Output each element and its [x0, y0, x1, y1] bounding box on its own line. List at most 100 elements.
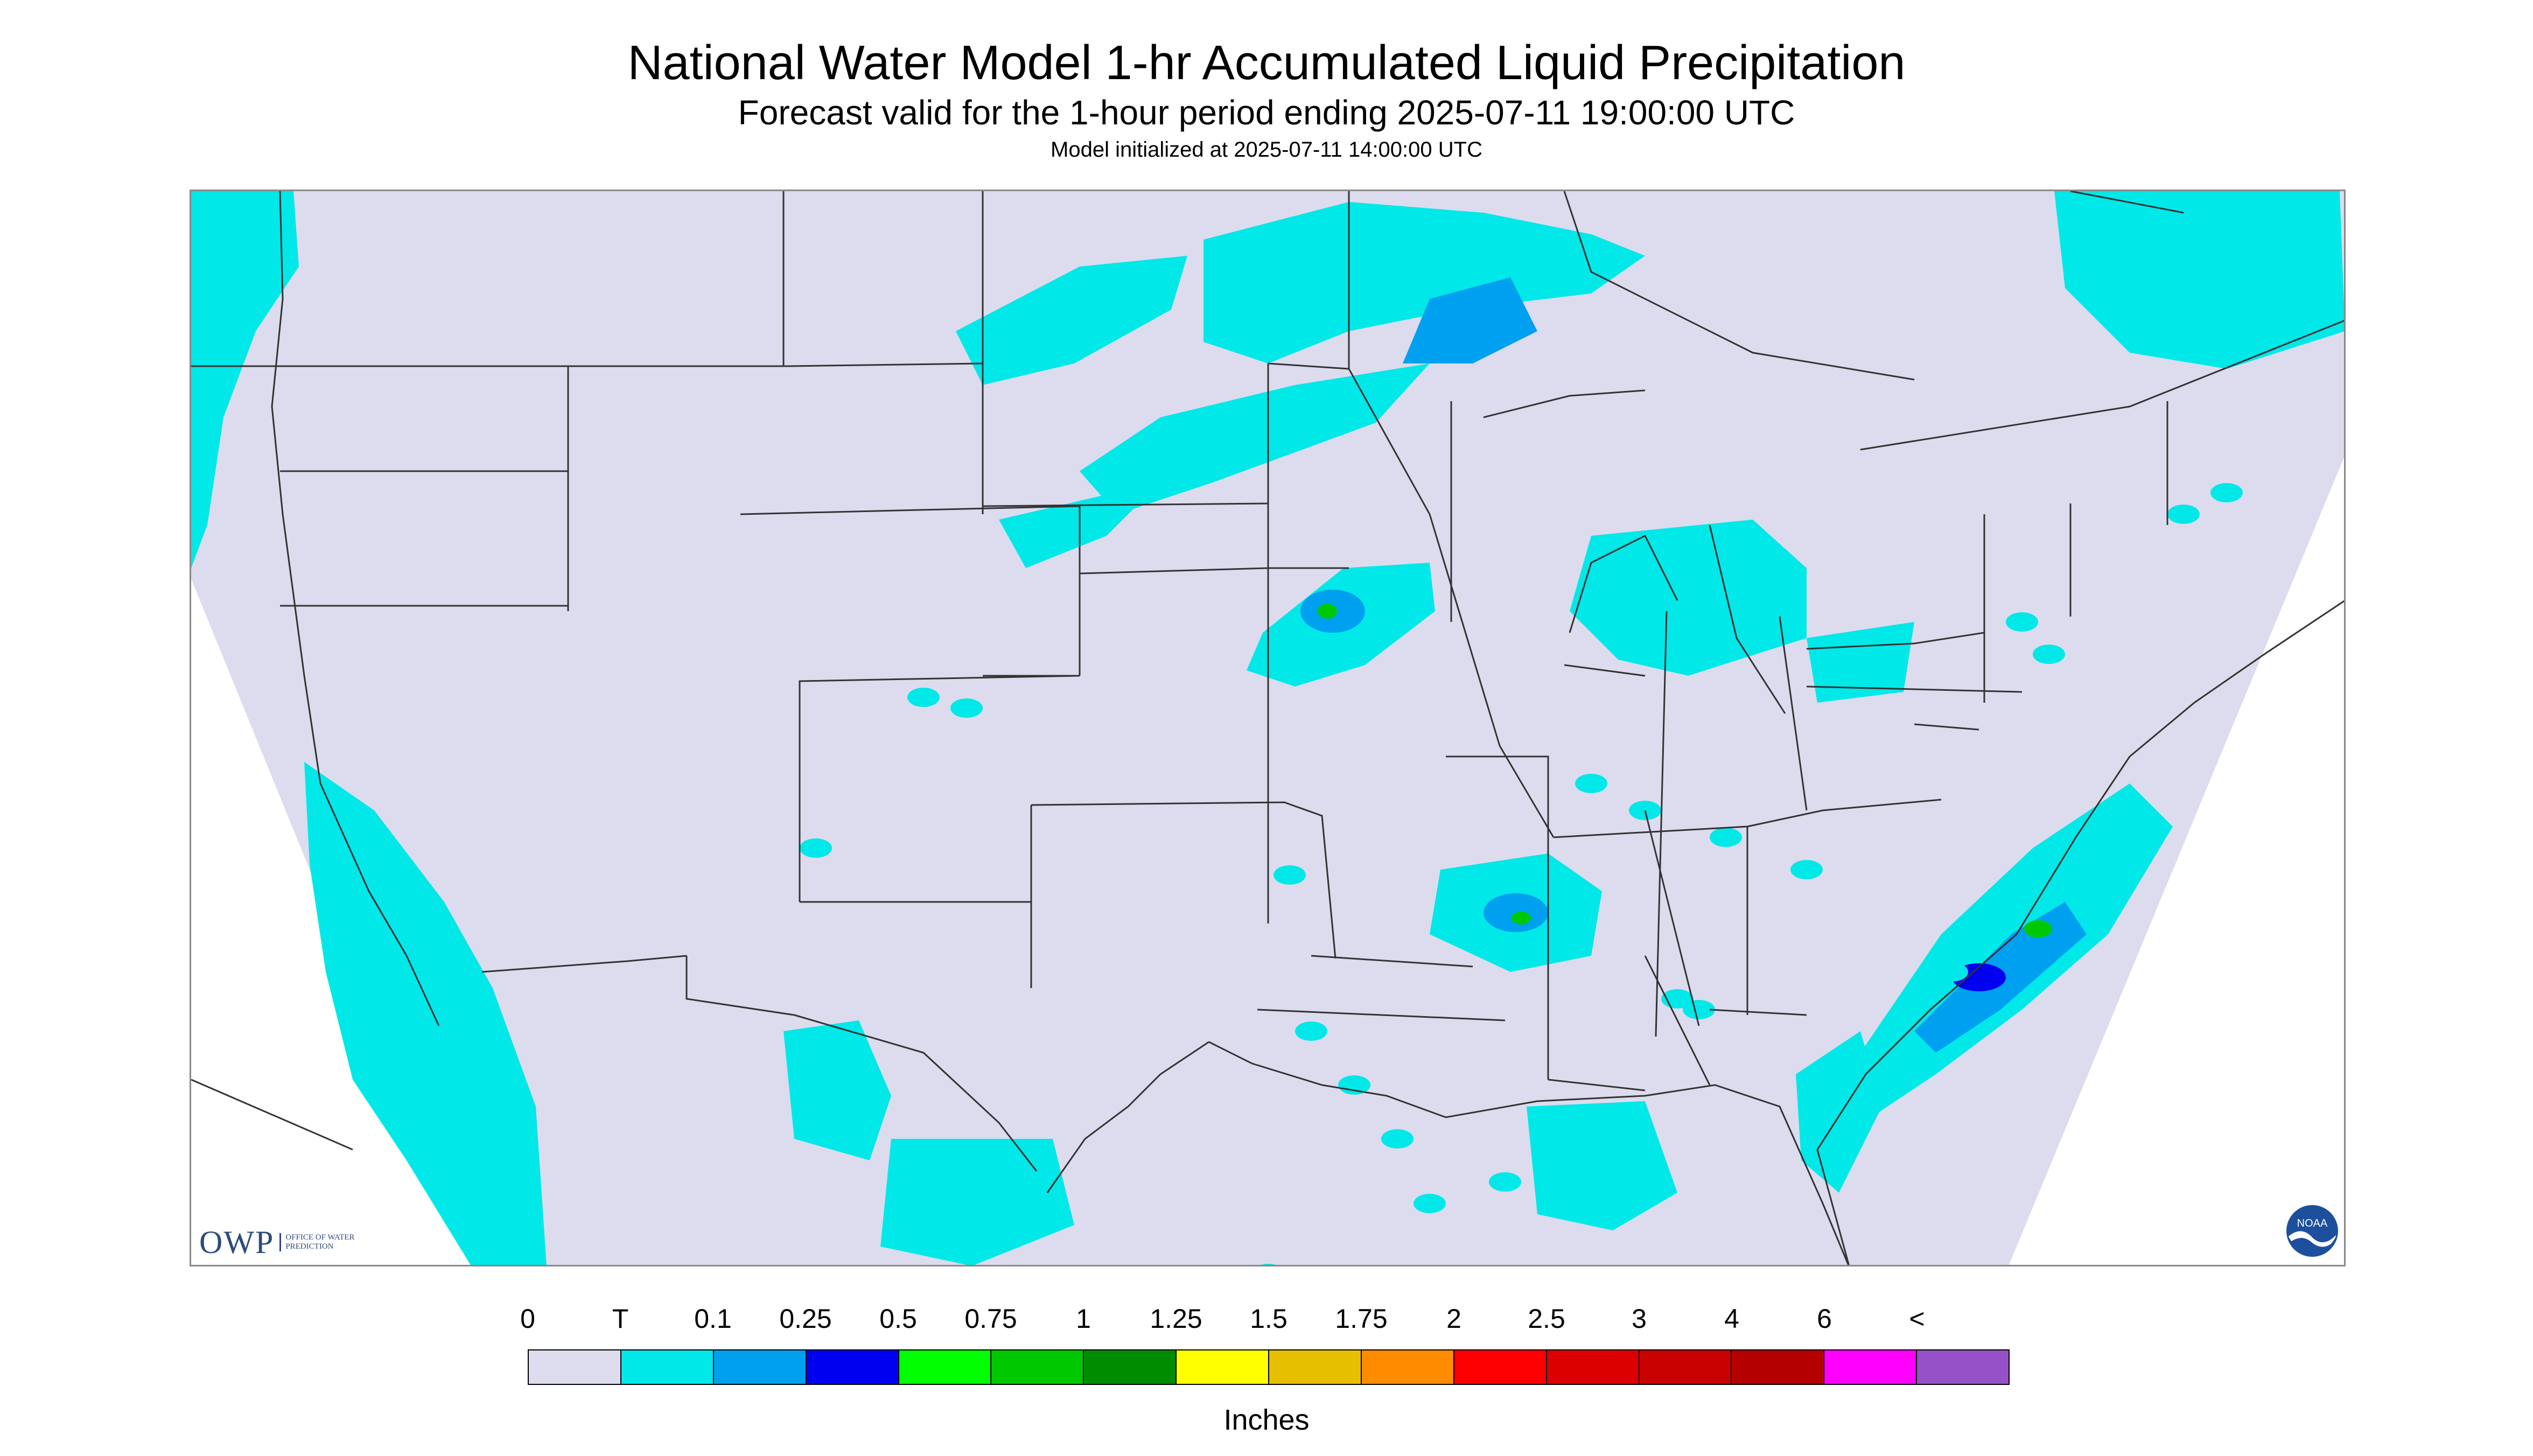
precip-area-trace: [907, 688, 940, 707]
owp-logo: OWP OFFICE OF WATER PREDICTION: [199, 1223, 366, 1261]
legend-label: 2.5: [1528, 1304, 1565, 1334]
boundary-line: [982, 502, 1269, 507]
legend-swatch: [1269, 1350, 1362, 1384]
precip-area-trace: [1489, 1172, 1521, 1192]
precip-area-heavy: [2024, 920, 2052, 937]
boundary-line: [1860, 320, 2344, 451]
boundary-line: [1446, 755, 1549, 1080]
precip-area-trace: [1936, 962, 1968, 982]
legend-label: 0.1: [694, 1304, 732, 1334]
precip-area-trace: [783, 1020, 891, 1160]
legend-swatch: [1084, 1350, 1177, 1384]
precip-area-trace: [1414, 1194, 1446, 1213]
precip-area-trace: [2167, 505, 2200, 524]
precip-area-trace: [2033, 645, 2065, 664]
outside-domain-right: [2009, 457, 2344, 1265]
boundary-line: [1311, 955, 1473, 968]
legend-label: 1.25: [1150, 1304, 1202, 1334]
coastline: [1806, 632, 1985, 650]
boundary-line: [1031, 801, 1337, 959]
legend-label: 1: [1076, 1304, 1091, 1334]
legend-label: 0.5: [879, 1304, 917, 1334]
precipitation-areas: [191, 191, 2344, 1265]
legend-swatch: [713, 1350, 807, 1384]
precip-area-trace: [880, 1139, 1074, 1265]
map-subtitle: Forecast valid for the 1-hour period end…: [738, 93, 1795, 132]
boundary-line: [481, 955, 687, 973]
precip-area-trace: [1295, 1021, 1327, 1041]
coastline: [1564, 664, 1646, 677]
owp-logo-letters: OWP: [199, 1224, 275, 1260]
legend-swatch: [621, 1350, 714, 1384]
legend-swatch: [899, 1350, 992, 1384]
legend-label: 1.5: [1250, 1304, 1288, 1334]
boundary-line: [2070, 191, 2184, 214]
legend-label: <: [1909, 1304, 1925, 1334]
coastline: [271, 191, 440, 1026]
legend-swatch: [1917, 1350, 2009, 1384]
legend-label: 3: [1632, 1304, 1647, 1334]
legend-swatch: [991, 1350, 1084, 1384]
boundary-line: [1079, 567, 1269, 575]
model-init-time: Model initialized at 2025-07-11 14:00:00…: [1051, 138, 1482, 162]
precip-area-trace: [1203, 202, 1645, 363]
precip-area-trace: [1575, 774, 1607, 793]
boundary-line: [1779, 616, 1808, 811]
map-title: National Water Model 1-hr Accumulated Li…: [627, 36, 1906, 90]
precip-area-trace: [1381, 1129, 1414, 1149]
precip-area-light: [1403, 277, 1537, 363]
legend-swatch: [806, 1350, 899, 1384]
precip-area-trace: [800, 838, 832, 858]
precip-area-trace: [1790, 860, 1823, 879]
precip-area-trace: [1683, 1000, 1715, 1019]
boundary-line: [191, 191, 984, 367]
precip-area-trace: [1261, 1264, 1276, 1265]
noaa-logo: NOAA: [2286, 1205, 2338, 1257]
boundary-line: [191, 1079, 353, 1151]
boundary-line: [1548, 1079, 1646, 1091]
legend-swatch: [1361, 1350, 1454, 1384]
precip-area-trace: [1527, 1101, 1677, 1230]
precip-area-trace: [1080, 363, 1430, 514]
legend-label: 0.75: [964, 1304, 1017, 1334]
precip-area-trace: [1807, 622, 1914, 703]
boundary-line: [799, 675, 1080, 902]
boundary-line: [1429, 514, 1501, 746]
precip-area-trace: [1710, 828, 1742, 847]
legend-label: 4: [1724, 1304, 1739, 1334]
boundary-line: [1655, 611, 1668, 1037]
precip-area-trace: [956, 256, 1187, 385]
precip-area-trace: [950, 698, 983, 718]
map-canvas: [191, 191, 2344, 1265]
boundary-line: [1914, 723, 1979, 731]
coastline: [1046, 1041, 1209, 1193]
legend-colorbar: [528, 1349, 2010, 1385]
legend-units: Inches: [1223, 1404, 1310, 1436]
precip-area-trace: [1570, 520, 1807, 676]
coastline: [1483, 389, 1646, 418]
precip-area-trace: [2054, 191, 2344, 369]
coastline: [1816, 600, 2344, 1265]
coastline: [1709, 524, 1786, 714]
coastline: [1569, 534, 1678, 633]
precip-area-trace: [2006, 612, 2038, 632]
coastline: [1208, 1041, 1850, 1265]
precip-area-light: [1484, 893, 1548, 932]
legend-label: 1.75: [1335, 1304, 1388, 1334]
boundary-line: [794, 1014, 1038, 1172]
precip-area-trace: [191, 191, 299, 568]
boundary-line: [1563, 191, 1915, 381]
boundary-line: [1644, 955, 1711, 1086]
legend-label: 2: [1446, 1304, 1461, 1334]
legend-swatch: [1454, 1350, 1547, 1384]
legend-label: 0.25: [779, 1304, 832, 1334]
boundary-line: [1709, 1009, 1807, 1016]
boundary-line: [1499, 745, 1555, 838]
noaa-logo-text: NOAA: [2297, 1217, 2328, 1229]
legend-swatch: [1177, 1350, 1269, 1384]
state-boundaries: [191, 191, 2344, 1172]
legend-swatch: [1639, 1350, 1732, 1384]
legend-label: 0: [520, 1304, 535, 1334]
legend-swatch: [1547, 1350, 1640, 1384]
boundary-line: [1806, 685, 2023, 693]
